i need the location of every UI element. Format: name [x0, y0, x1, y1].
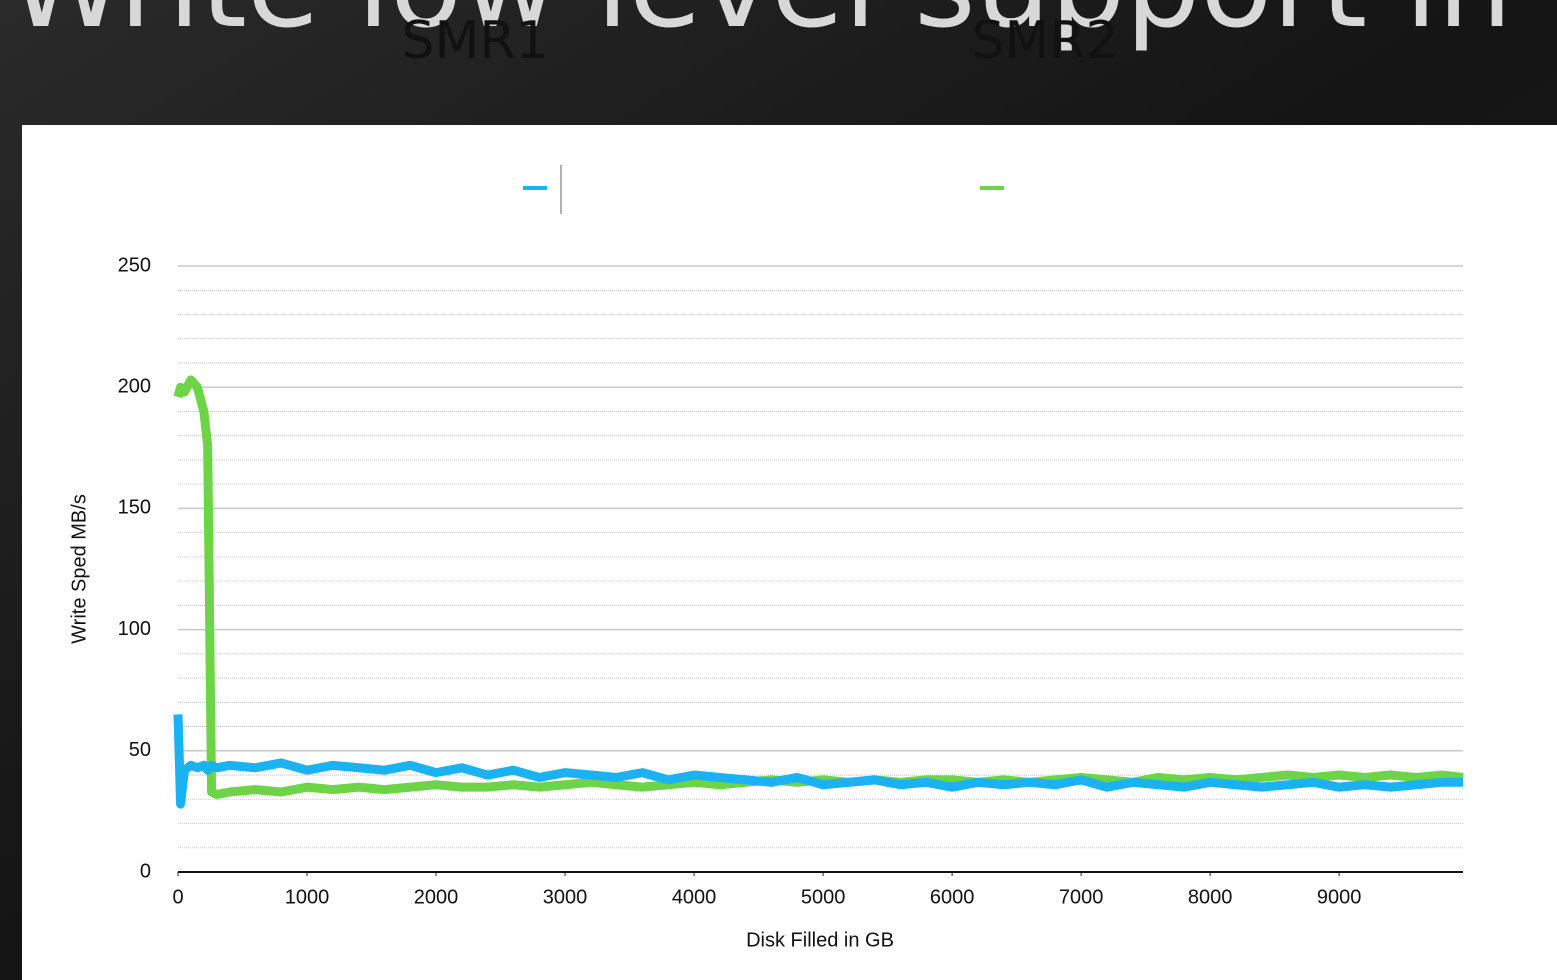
x-tick-label: 5000: [801, 886, 846, 908]
y-tick-label: 100: [118, 618, 151, 640]
x-tick-label: 7000: [1059, 886, 1104, 908]
legend-swatch: [980, 186, 1004, 190]
y-tick-label: 150: [118, 497, 151, 519]
x-tick-label: 9000: [1317, 886, 1362, 908]
legend-swatch: [523, 186, 547, 190]
y-tick-label: 250: [118, 254, 151, 276]
x-tick-label: 6000: [930, 886, 975, 908]
legend-label: SMR1: [401, 11, 548, 71]
x-axis-label: Disk Filled in GB: [746, 929, 894, 951]
x-tick-label: 3000: [543, 886, 588, 908]
y-tick-label: 0: [140, 860, 151, 882]
y-tick-label: 50: [129, 739, 151, 761]
chart-panel: [22, 125, 1557, 980]
x-tick-label: 0: [172, 886, 183, 908]
slide: Write low level support in Lc Disk Fille…: [0, 0, 1557, 980]
y-axis-label: Write Sped MB/s: [68, 494, 90, 644]
x-tick-label: 4000: [672, 886, 717, 908]
x-tick-label: 2000: [414, 886, 459, 908]
page: Write low level support in Lc Disk Fille…: [0, 0, 1557, 980]
slide-title: Write low level support in Lc: [8, 0, 1557, 54]
y-tick-label: 200: [118, 375, 151, 397]
x-tick-label: 8000: [1188, 886, 1233, 908]
legend-label: SMR2: [971, 11, 1118, 71]
x-tick-label: 1000: [285, 886, 330, 908]
